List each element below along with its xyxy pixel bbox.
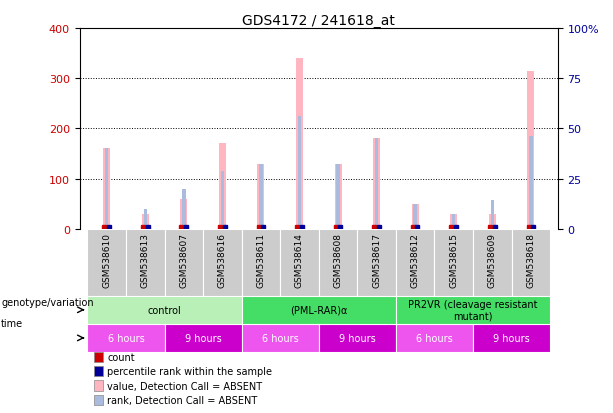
Text: GSM538615: GSM538615 <box>449 233 459 287</box>
Text: GSM538616: GSM538616 <box>218 233 227 287</box>
Bar <box>335 164 341 229</box>
Bar <box>529 137 533 229</box>
Text: percentile rank within the sample: percentile rank within the sample <box>107 366 272 376</box>
Bar <box>319 229 357 296</box>
Text: GSM538611: GSM538611 <box>256 233 265 287</box>
Text: GSM538617: GSM538617 <box>372 233 381 287</box>
Bar <box>413 204 417 229</box>
Bar <box>88 296 242 324</box>
Text: GSM538612: GSM538612 <box>411 233 420 287</box>
Bar <box>527 71 535 229</box>
Text: rank, Detection Call = ABSENT: rank, Detection Call = ABSENT <box>107 395 257 405</box>
Bar <box>373 139 380 229</box>
Bar <box>357 229 396 296</box>
Bar <box>143 209 147 229</box>
Text: GSM538618: GSM538618 <box>527 233 535 287</box>
Bar <box>375 139 378 229</box>
Text: 6 hours: 6 hours <box>416 333 453 343</box>
Bar <box>126 229 164 296</box>
Bar <box>452 214 455 229</box>
Bar <box>105 149 109 229</box>
Text: time: time <box>1 318 23 328</box>
Text: GSM538609: GSM538609 <box>488 233 497 287</box>
Bar <box>280 229 319 296</box>
Bar <box>203 229 242 296</box>
Bar <box>180 199 188 229</box>
Bar <box>435 229 473 296</box>
Text: (PML-RAR)α: (PML-RAR)α <box>290 305 348 315</box>
Bar <box>473 229 512 296</box>
Bar <box>88 229 126 296</box>
Text: value, Detection Call = ABSENT: value, Detection Call = ABSENT <box>107 381 262 391</box>
Bar <box>490 201 494 229</box>
Bar <box>164 324 242 352</box>
Bar <box>88 324 164 352</box>
Text: control: control <box>148 305 181 315</box>
Text: 9 hours: 9 hours <box>339 333 376 343</box>
Bar <box>103 149 110 229</box>
Text: genotype/variation: genotype/variation <box>1 297 94 307</box>
Bar <box>296 59 303 229</box>
Bar <box>94 380 102 391</box>
Text: 9 hours: 9 hours <box>185 333 221 343</box>
Bar <box>396 324 473 352</box>
Bar <box>242 324 319 352</box>
Bar <box>412 204 419 229</box>
Text: PR2VR (cleavage resistant
mutant): PR2VR (cleavage resistant mutant) <box>408 299 538 321</box>
Text: 6 hours: 6 hours <box>262 333 299 343</box>
Bar <box>242 229 280 296</box>
Bar <box>242 296 396 324</box>
Text: GSM538614: GSM538614 <box>295 233 304 287</box>
Text: GSM538610: GSM538610 <box>102 233 111 287</box>
Text: 6 hours: 6 hours <box>108 333 144 343</box>
Bar <box>219 144 226 229</box>
Bar <box>257 164 264 229</box>
Text: 9 hours: 9 hours <box>493 333 530 343</box>
Bar <box>473 324 550 352</box>
Bar <box>512 229 550 296</box>
Bar <box>298 116 301 229</box>
Bar <box>337 164 340 229</box>
Bar <box>94 395 102 405</box>
Bar <box>182 189 186 229</box>
Bar <box>259 164 262 229</box>
Bar <box>164 229 203 296</box>
Bar <box>319 324 396 352</box>
Bar <box>142 214 149 229</box>
Bar <box>94 366 102 377</box>
Bar <box>396 296 550 324</box>
Text: GSM538607: GSM538607 <box>179 233 188 287</box>
Bar <box>489 214 496 229</box>
Title: GDS4172 / 241618_at: GDS4172 / 241618_at <box>242 14 395 28</box>
Text: GSM538613: GSM538613 <box>141 233 150 287</box>
Bar <box>396 229 435 296</box>
Bar <box>451 214 457 229</box>
Bar <box>221 172 224 229</box>
Bar <box>94 352 102 362</box>
Text: count: count <box>107 352 135 362</box>
Text: GSM538608: GSM538608 <box>333 233 343 287</box>
